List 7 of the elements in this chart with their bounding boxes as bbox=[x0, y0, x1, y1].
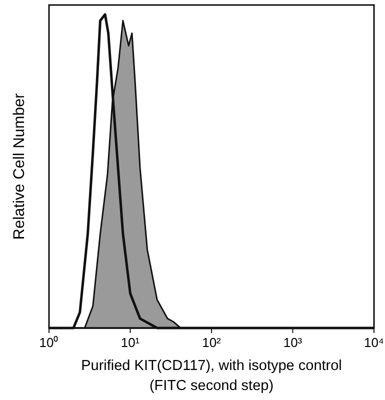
x-tick-label: 10⁰ bbox=[39, 335, 59, 350]
x-tick-label: 10¹ bbox=[120, 335, 140, 350]
x-tick-label: 10² bbox=[202, 335, 222, 350]
x-tick-label: 10⁴ bbox=[364, 335, 384, 350]
x-axis-title: Purified KIT(CD117), with isotype control (FITC second step) bbox=[81, 358, 342, 394]
x-tick-label: 10³ bbox=[283, 335, 303, 350]
y-axis-title: Relative Cell Number bbox=[11, 93, 28, 240]
